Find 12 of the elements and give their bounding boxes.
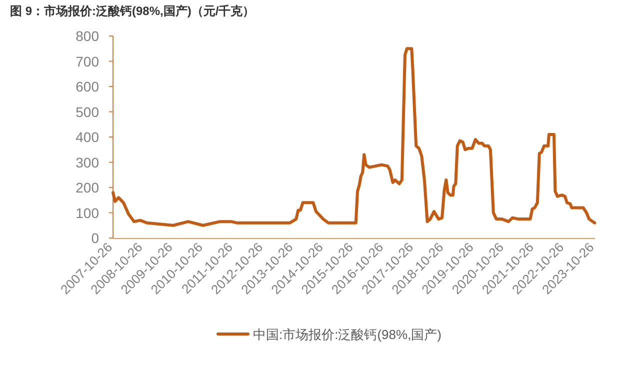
y-tick-label: 700 <box>76 53 100 70</box>
y-tick-label: 200 <box>76 180 100 196</box>
legend: 中国:市场报价:泛酸钙(98%,国产) <box>216 327 442 342</box>
y-tick-label: 300 <box>76 154 100 170</box>
y-tick-label: 500 <box>76 104 100 120</box>
chart-title: 图 9：市场报价:泛酸钙(98%,国产)（元/千克） <box>10 4 255 18</box>
y-tick-label: 100 <box>76 204 100 221</box>
y-tick-label: 800 <box>76 28 100 44</box>
y-tick-label: 600 <box>76 78 100 94</box>
y-tick-label: 400 <box>76 129 100 145</box>
y-tick-label: 0 <box>91 230 100 246</box>
legend-label: 中国:市场报价:泛酸钙(98%,国产) <box>253 327 442 342</box>
